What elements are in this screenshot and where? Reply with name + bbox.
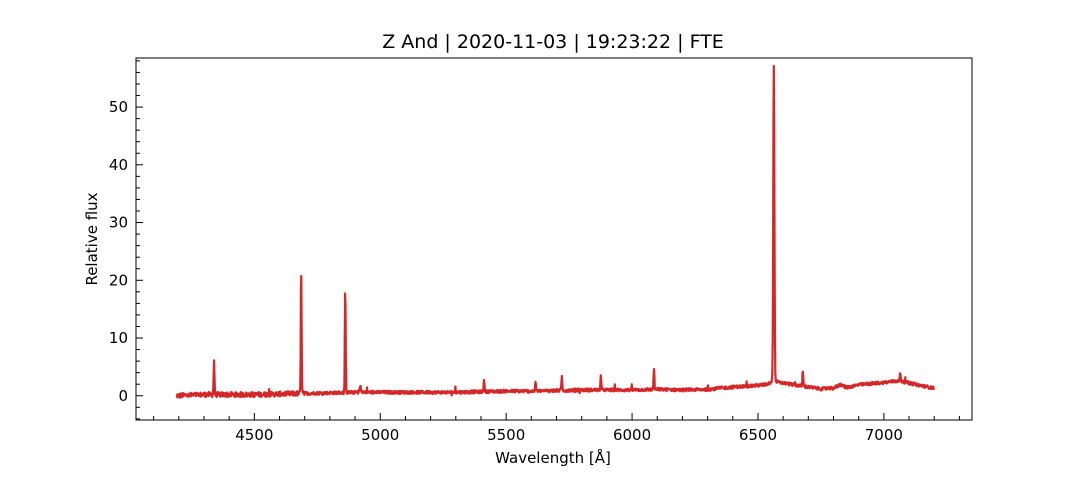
y-tick-label: 30 xyxy=(109,214,128,232)
x-tick-label: 6500 xyxy=(739,426,777,444)
y-tick-label: 50 xyxy=(109,98,128,116)
y-tick-label: 20 xyxy=(109,271,128,289)
y-tick-label: 10 xyxy=(109,329,128,347)
x-axis-ticks: 4500 5000 5500 6000 6500 7000 xyxy=(153,413,960,444)
x-tick-label: 5000 xyxy=(361,426,399,444)
plot-area xyxy=(175,64,935,399)
x-tick-label: 5500 xyxy=(487,426,525,444)
x-tick-label: 4500 xyxy=(235,426,273,444)
chart-title: Z And | 2020-11-03 | 19:23:22 | FTE xyxy=(382,31,724,53)
y-tick-label: 40 xyxy=(109,156,128,174)
x-tick-label: 7000 xyxy=(865,426,903,444)
y-tick-label: 0 xyxy=(118,387,128,405)
y-axis-ticks: 0 10 20 30 40 50 xyxy=(109,60,143,420)
x-tick-label: 6000 xyxy=(613,426,651,444)
axes-frame xyxy=(135,57,973,421)
x-axis-label: Wavelength [Å] xyxy=(495,448,611,467)
y-axis-label: Relative flux xyxy=(83,192,101,285)
spectrum-series-line xyxy=(175,64,935,399)
